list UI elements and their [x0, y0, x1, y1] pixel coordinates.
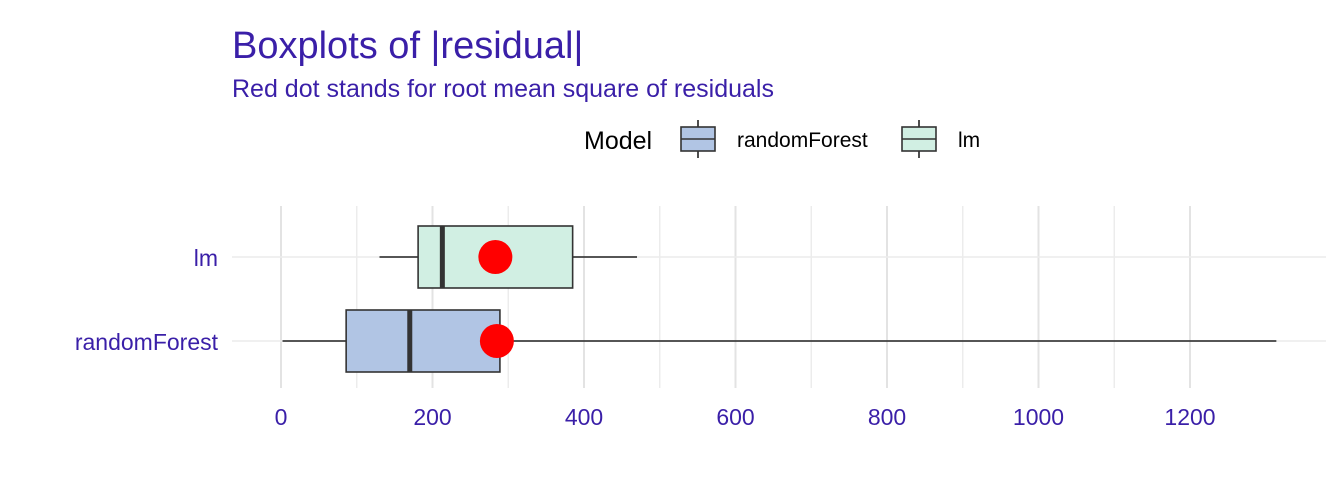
x-tick-label: 0	[275, 404, 288, 430]
x-tick-label: 800	[868, 404, 906, 430]
category-label: randomForest	[75, 329, 219, 355]
boxplots	[282, 225, 1277, 373]
legend-item-randomForest: randomForest	[680, 120, 868, 158]
legend-title: Model	[584, 127, 652, 155]
x-axis-tick-labels: 0 200 400 600 800 1000 1200	[275, 404, 1216, 430]
x-tick-label: 400	[565, 404, 603, 430]
legend: Model randomForest lm	[584, 120, 980, 158]
rmse-dot	[479, 324, 514, 358]
category-labels: lm randomForest	[75, 245, 219, 355]
chart-title: Boxplots of |residual|	[232, 25, 583, 67]
legend-item-lm: lm	[901, 120, 980, 158]
x-tick-label: 1200	[1164, 404, 1215, 430]
legend-label: lm	[958, 129, 980, 152]
x-tick-label: 200	[413, 404, 451, 430]
box-iqr	[345, 309, 501, 373]
boxplot-lm	[379, 225, 638, 289]
boxplot-randomForest	[282, 309, 1277, 373]
category-label: lm	[194, 245, 218, 271]
x-tick-label: 600	[716, 404, 754, 430]
chart-subtitle: Red dot stands for root mean square of r…	[232, 75, 774, 103]
x-tick-label: 1000	[1013, 404, 1064, 430]
rmse-dot	[478, 240, 513, 274]
legend-label: randomForest	[737, 129, 868, 152]
